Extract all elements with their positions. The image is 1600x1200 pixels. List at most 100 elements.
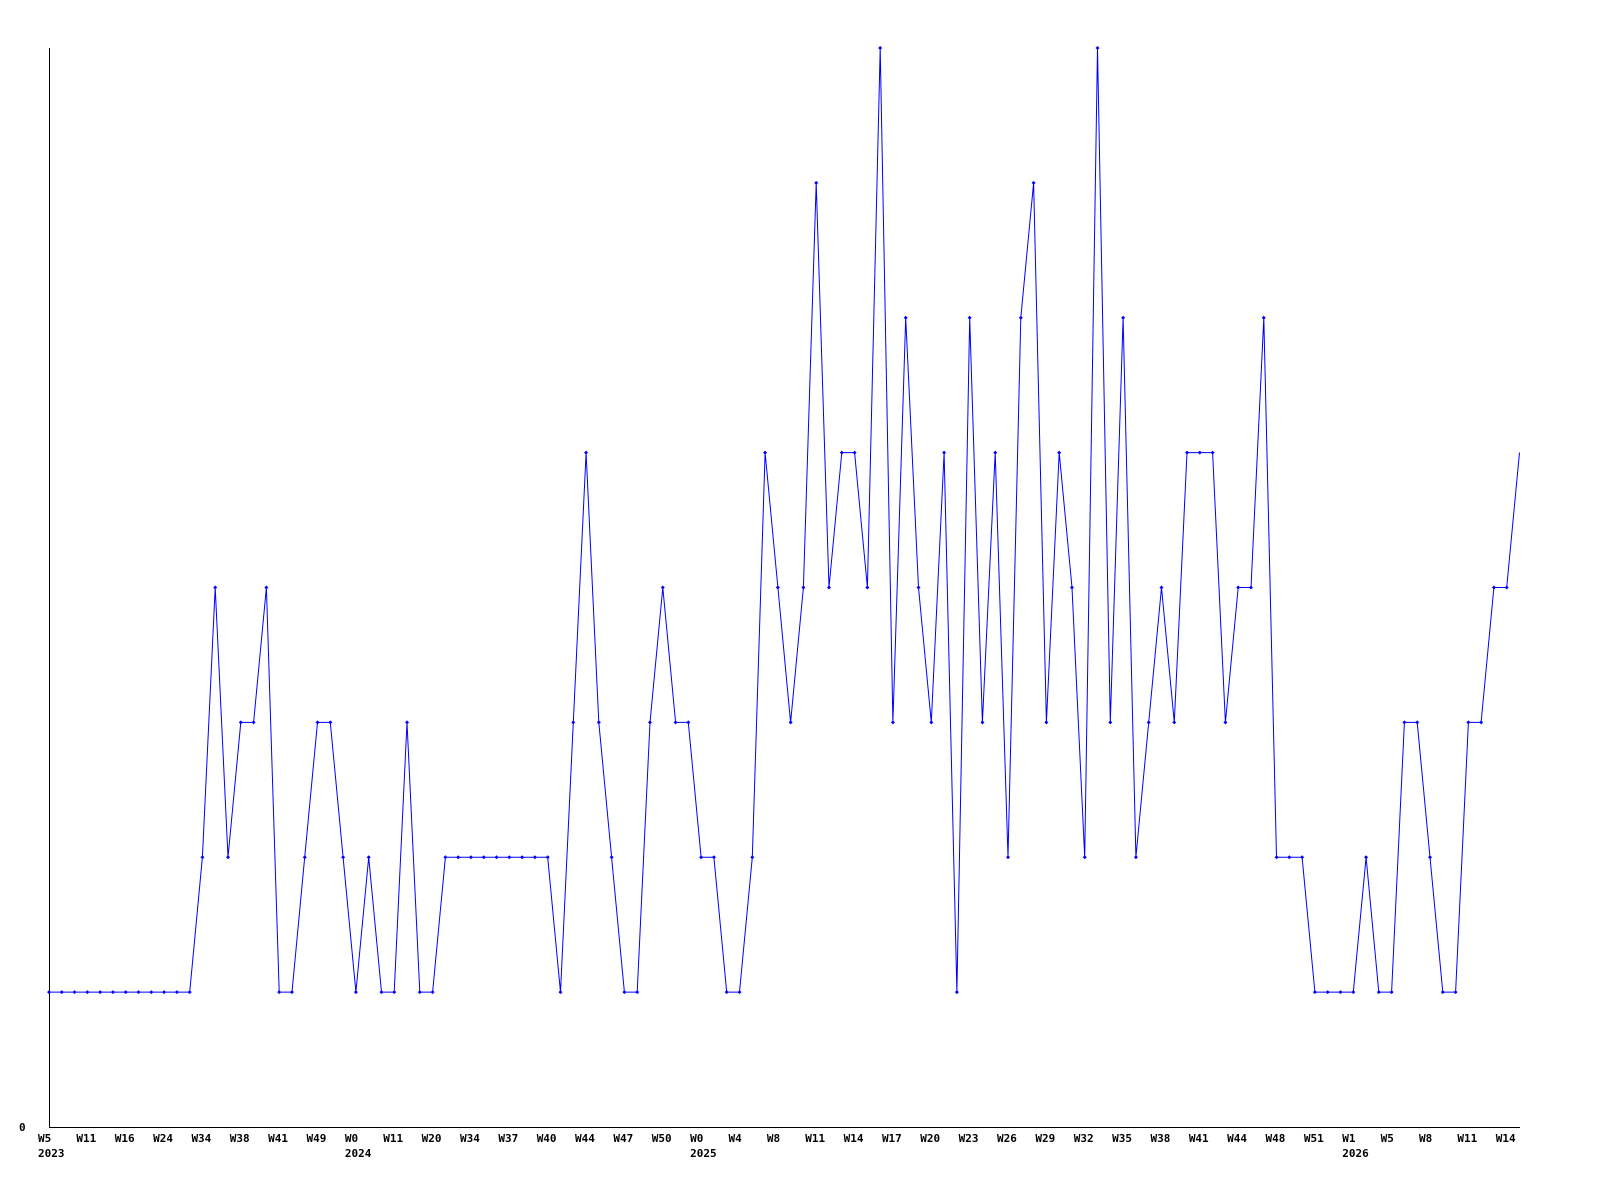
x-tick-label: W14 (1496, 1132, 1516, 1145)
data-point (903, 315, 908, 320)
data-point (353, 990, 358, 995)
data-point (532, 855, 537, 860)
data-point (775, 585, 780, 590)
data-point (686, 720, 691, 725)
x-tick-label: W41 (1189, 1132, 1209, 1145)
data-point (609, 855, 614, 860)
data-point (1312, 990, 1317, 995)
data-point (456, 855, 461, 860)
x-tick-label: W1 (1342, 1132, 1356, 1145)
data-point (1479, 720, 1484, 725)
x-tick-label: W20 (920, 1132, 940, 1145)
data-point (123, 990, 128, 995)
data-point (1172, 720, 1177, 725)
data-point (417, 990, 422, 995)
data-point (213, 585, 218, 590)
data-point (878, 46, 883, 50)
data-point (1338, 990, 1343, 995)
x-tick-label: W26 (997, 1132, 1017, 1145)
data-point (405, 720, 410, 725)
data-point (341, 855, 346, 860)
data-point (1351, 990, 1356, 995)
data-point (468, 855, 473, 860)
x-tick-label: W4 (728, 1132, 742, 1145)
x-tick-year-label: 2024 (345, 1147, 372, 1160)
data-point (59, 990, 64, 995)
x-tick-label: W38 (230, 1132, 250, 1145)
x-tick-label: W11 (1457, 1132, 1477, 1145)
data-point (1453, 990, 1458, 995)
data-point (737, 990, 742, 995)
data-point (1210, 450, 1215, 455)
data-point (993, 450, 998, 455)
data-point (328, 720, 333, 725)
data-point (1325, 990, 1330, 995)
data-point (1082, 855, 1087, 860)
data-point (379, 990, 384, 995)
x-tick-year-label: 2025 (690, 1147, 717, 1160)
x-tick-label: W14 (844, 1132, 864, 1145)
data-point (277, 990, 282, 995)
data-point (430, 990, 435, 995)
data-point (724, 990, 729, 995)
x-tick-labels: W5 2023 W11 W16 W24 W34 W38 W41 W49 W0 2024 W11 W20 W… (38, 1132, 1516, 1160)
x-tick-label: W8 (767, 1132, 780, 1145)
data-point (801, 585, 806, 590)
data-point (1389, 990, 1394, 995)
data-point (1415, 720, 1420, 725)
x-tick-label: W29 (1035, 1132, 1055, 1145)
data-point (558, 990, 563, 995)
data-point (711, 855, 716, 860)
x-tick-label: W47 (613, 1132, 633, 1145)
data-point (1466, 720, 1471, 725)
x-tick-label: W24 (153, 1132, 173, 1145)
data-point (545, 855, 550, 860)
data-point (1069, 585, 1074, 590)
data-point (1006, 855, 1011, 860)
data-point (392, 990, 397, 995)
data-point (251, 720, 256, 725)
data-point (1376, 990, 1381, 995)
data-point (954, 990, 959, 995)
data-point (1504, 585, 1509, 590)
data-point (673, 720, 678, 725)
data-point (200, 855, 205, 860)
data-point (750, 855, 755, 860)
x-tick-label: W17 (882, 1132, 902, 1145)
x-tick-label: W37 (498, 1132, 518, 1145)
x-tick-label: W5 (1381, 1132, 1394, 1145)
data-point (315, 720, 320, 725)
data-point (788, 720, 793, 725)
data-point (302, 855, 307, 860)
x-tick-label: W44 (575, 1132, 595, 1145)
x-tick-label: W40 (537, 1132, 557, 1145)
x-tick-label: W0 (345, 1132, 358, 1145)
x-tick-label: W32 (1074, 1132, 1094, 1145)
data-point (647, 720, 652, 725)
data-point (226, 855, 231, 860)
data-point (596, 720, 601, 725)
x-tick-label: W34 (191, 1132, 211, 1145)
data-point (174, 990, 179, 995)
data-point (571, 720, 576, 725)
data-point (852, 450, 857, 455)
data-point (507, 855, 512, 860)
series-line (49, 47, 1520, 993)
data-point (1261, 315, 1266, 320)
data-point (520, 855, 525, 860)
data-point (635, 990, 640, 995)
data-point (72, 990, 77, 995)
x-tick-label: W44 (1227, 1132, 1247, 1145)
data-point (1095, 46, 1100, 50)
data-point (1057, 450, 1062, 455)
data-point (162, 990, 167, 995)
data-point (942, 450, 947, 455)
x-tick-label: W11 (383, 1132, 403, 1145)
data-point (1044, 720, 1049, 725)
x-tick-label: W34 (460, 1132, 480, 1145)
x-tick-label: W11 (805, 1132, 825, 1145)
data-point (149, 990, 154, 995)
data-point (1121, 315, 1126, 320)
data-point (366, 855, 371, 860)
